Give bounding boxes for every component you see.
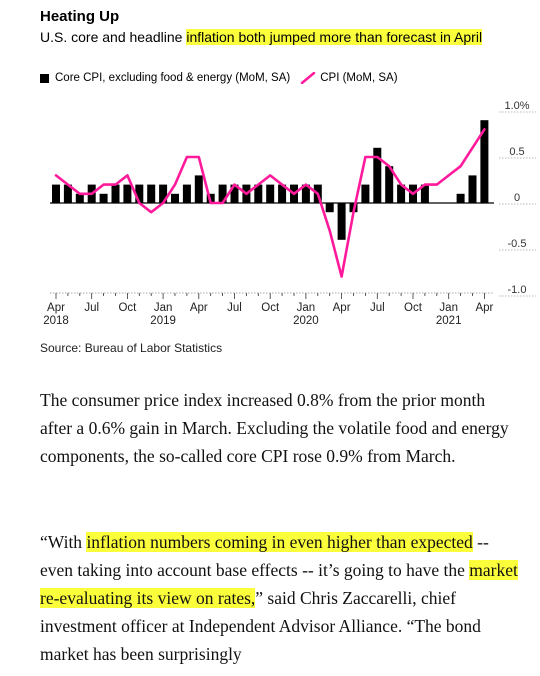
core-cpi-bar <box>99 193 108 203</box>
core-cpi-bar <box>480 120 489 203</box>
x-tick-label: Jul <box>84 302 99 314</box>
core-cpi-bar <box>52 184 60 203</box>
core-cpi-bar <box>63 184 72 203</box>
x-tick-year: 2018 <box>43 315 69 327</box>
x-tick-label: Jan <box>439 302 458 314</box>
core-cpi-bar <box>325 203 334 213</box>
legend-line-swatch <box>300 72 316 84</box>
article-paragraph: “With inflation numbers coming in even h… <box>40 528 518 668</box>
core-cpi-bar <box>397 184 406 203</box>
x-tick-label: Apr <box>190 302 208 314</box>
core-cpi-bar <box>171 193 179 203</box>
core-cpi-bar <box>456 193 465 203</box>
core-cpi-bar <box>230 184 239 203</box>
chart-title: Heating Up <box>40 8 120 25</box>
core-cpi-bar <box>194 175 203 203</box>
core-cpi-bar <box>373 147 382 203</box>
x-tick-year: 2019 <box>150 315 176 327</box>
core-cpi-bar <box>147 184 156 203</box>
x-tick-label: Apr <box>333 302 351 314</box>
chart-subtitle: U.S. core and headline inflation both ju… <box>40 28 520 47</box>
core-cpi-bar <box>385 166 394 203</box>
x-tick-label: Apr <box>475 302 493 314</box>
quote-text: -- even taking into account base effects… <box>40 532 489 580</box>
y-tick-label: -0.5 <box>508 238 527 250</box>
x-tick-label: Oct <box>261 302 280 314</box>
x-tick-label: Jan <box>154 302 173 314</box>
core-cpi-bar <box>254 184 263 203</box>
x-tick-label: Jul <box>227 302 242 314</box>
quote-text: “With <box>40 532 87 552</box>
core-cpi-bar <box>468 175 477 203</box>
core-cpi-bar <box>182 184 191 203</box>
subtitle-text: U.S. core and headline <box>40 29 187 45</box>
core-cpi-bar <box>278 184 287 203</box>
x-tick-label: Oct <box>404 302 423 314</box>
chart-source: Source: Bureau of Labor Statistics <box>40 341 223 355</box>
cpi-line <box>54 128 486 278</box>
y-tick-label: 1.0% <box>504 100 529 112</box>
article-paragraph: The consumer price index increased 0.8% … <box>40 390 509 466</box>
core-cpi-bar <box>135 184 144 203</box>
core-cpi-bar <box>301 184 310 203</box>
core-cpi-bar <box>75 193 84 203</box>
quote-highlight: inflation numbers coming in even higher … <box>86 532 473 552</box>
x-tick-label: Oct <box>118 302 137 314</box>
core-cpi-bar <box>123 184 132 203</box>
subtitle-highlight: inflation both jumped more than forecast… <box>186 29 483 45</box>
x-tick-year: 2021 <box>436 315 462 327</box>
y-tick-label: -1.0 <box>508 284 527 296</box>
core-cpi-bar <box>266 184 275 203</box>
quote-text: ” said Chris Zaccarelli, chief investmen… <box>40 588 481 664</box>
x-tick-label: Apr <box>47 302 65 314</box>
legend-bar-label: Core CPI, excluding food & energy (MoM, … <box>55 72 291 84</box>
y-tick-label: 0.5 <box>509 146 524 158</box>
y-tick-label: 0 <box>514 192 520 204</box>
chart-legend: Core CPI, excluding food & energy (MoM, … <box>40 72 398 84</box>
x-tick-label: Jan <box>297 302 316 314</box>
core-cpi-bar <box>111 184 120 203</box>
legend-line-label: CPI (MoM, SA) <box>320 72 398 84</box>
core-cpi-bar <box>218 184 227 203</box>
core-cpi-bar <box>337 203 346 240</box>
legend-bar-swatch <box>40 73 49 83</box>
core-cpi-bar <box>159 184 168 203</box>
core-cpi-bar <box>420 184 429 203</box>
core-cpi-bar <box>361 184 370 203</box>
x-tick-label: Jul <box>370 302 385 314</box>
x-tick-year: 2020 <box>293 315 319 327</box>
